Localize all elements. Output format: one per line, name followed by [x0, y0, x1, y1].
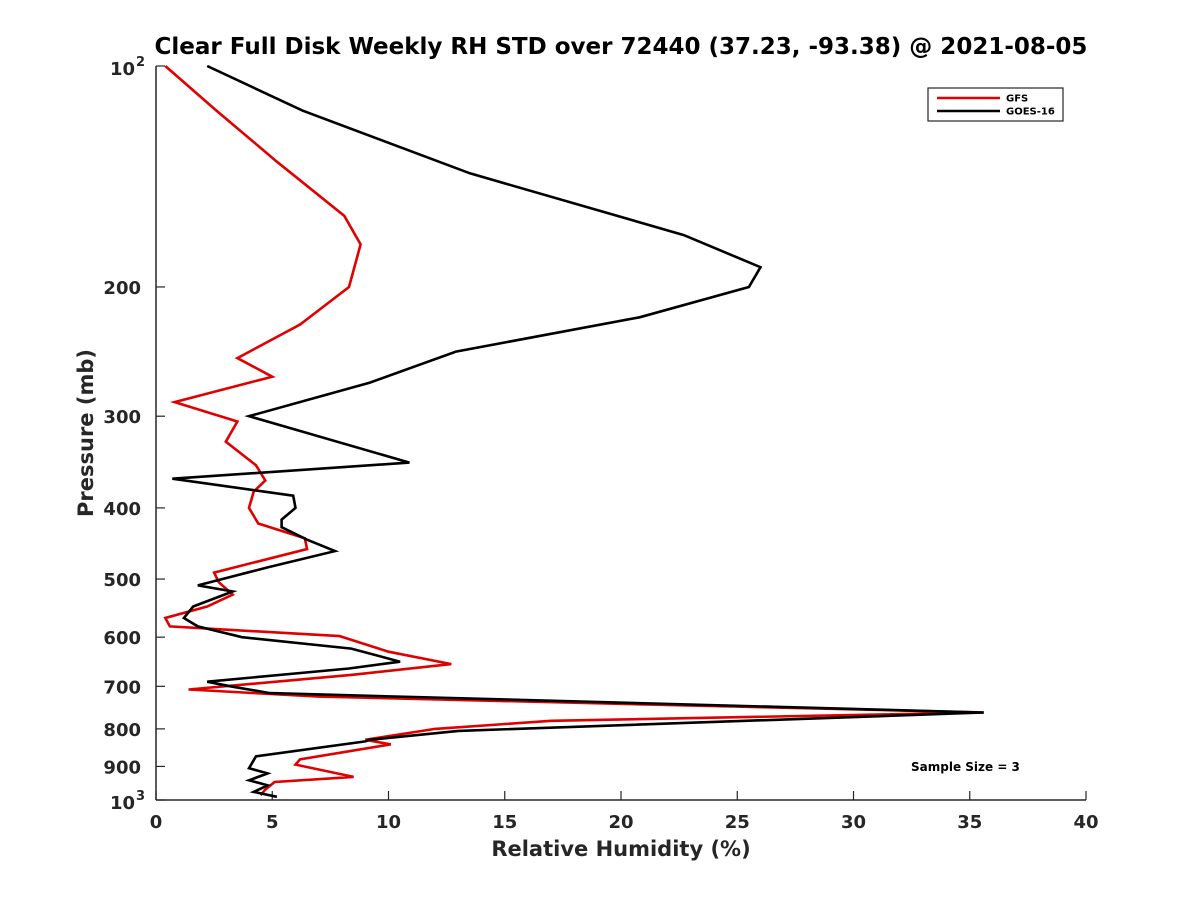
y-tick-label: 200	[103, 278, 141, 299]
chart-title: Clear Full Disk Weekly RH STD over 72440…	[155, 34, 1088, 60]
y-tick-label: 600	[103, 628, 141, 649]
series-line-gfs	[163, 65, 984, 797]
y-tick-label: 500	[103, 570, 141, 591]
y-tick-label: 300	[103, 407, 141, 428]
series-lines	[163, 64, 984, 799]
x-tick-label: 25	[725, 812, 750, 833]
x-tick-label: 30	[841, 812, 866, 833]
legend-label-goes-16: GOES-16	[1006, 107, 1055, 118]
x-tick-label: 40	[1073, 812, 1098, 833]
x-tick-label: 15	[492, 812, 517, 833]
x-tick-label: 0	[150, 812, 163, 833]
y-tick-label: 10	[110, 59, 135, 80]
legend: GFS GOES-16	[927, 87, 1064, 122]
y-tick-label: 400	[103, 499, 141, 520]
x-ticks: 0 5 10 15 20 25 30 35 40	[150, 791, 1099, 833]
x-axis-label: Relative Humidity (%)	[491, 837, 750, 861]
legend-label-gfs: GFS	[1006, 94, 1028, 105]
series-line-goes-16	[172, 64, 984, 799]
y-tick-label: 900	[103, 757, 141, 778]
y-axis-label: Pressure (mb)	[74, 349, 98, 517]
x-tick-label: 35	[957, 812, 982, 833]
sample-size-annotation: Sample Size = 3	[911, 760, 1020, 774]
y-tick-label: 10	[110, 793, 135, 814]
y-tick-label: 800	[103, 720, 141, 741]
x-tick-label: 20	[608, 812, 633, 833]
y-tick-label: 700	[103, 677, 141, 698]
legend-box	[927, 87, 1064, 122]
y-tick-exponent: 3	[136, 789, 145, 804]
x-tick-label: 5	[266, 812, 279, 833]
y-tick-exponent: 2	[136, 55, 145, 70]
x-tick-label: 10	[376, 812, 401, 833]
